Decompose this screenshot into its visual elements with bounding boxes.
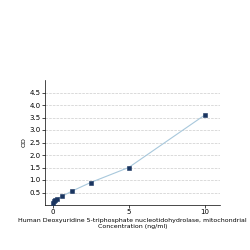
X-axis label: Human Deoxyuridine 5-triphosphate nucleotidohydrolase, mitochondrial
Concentrati: Human Deoxyuridine 5-triphosphate nucleo…	[18, 218, 247, 229]
Y-axis label: OD: OD	[22, 138, 27, 147]
